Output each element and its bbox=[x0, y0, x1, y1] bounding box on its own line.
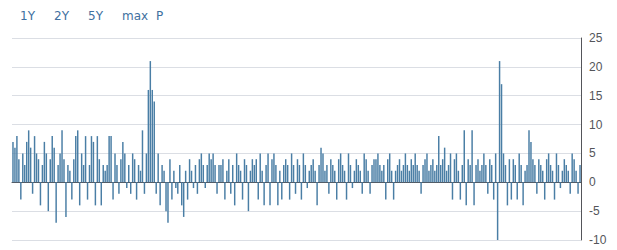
svg-text:-10: -10 bbox=[589, 233, 607, 247]
svg-text:25: 25 bbox=[589, 31, 603, 45]
svg-text:max: max bbox=[122, 9, 148, 23]
svg-text:P: P bbox=[156, 9, 163, 23]
svg-text:10: 10 bbox=[589, 118, 603, 132]
svg-text:5: 5 bbox=[589, 146, 596, 160]
svg-text:-5: -5 bbox=[589, 204, 600, 218]
svg-text:1Y: 1Y bbox=[20, 9, 36, 23]
svg-text:20: 20 bbox=[589, 60, 603, 74]
svg-text:0: 0 bbox=[589, 175, 596, 189]
svg-text:5Y: 5Y bbox=[88, 9, 104, 23]
svg-text:15: 15 bbox=[589, 89, 603, 103]
svg-text:2Y: 2Y bbox=[54, 9, 70, 23]
